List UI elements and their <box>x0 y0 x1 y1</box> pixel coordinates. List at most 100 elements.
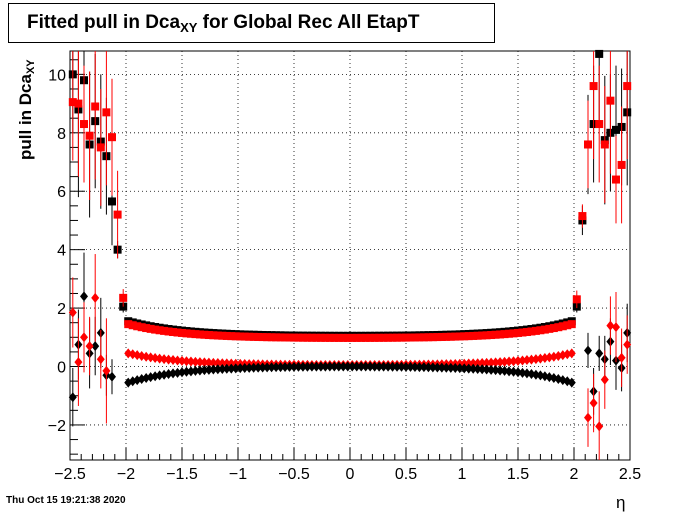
data-point-square <box>509 329 518 338</box>
data-point-square <box>231 332 240 341</box>
data-point-diamond <box>393 361 402 372</box>
x-tick-label: 0 <box>346 466 355 483</box>
data-point-square <box>410 333 419 342</box>
data-point-diamond <box>96 354 105 365</box>
data-point-square <box>424 333 433 342</box>
data-point-square <box>600 140 609 149</box>
data-point-square <box>393 333 402 342</box>
data-point-square <box>191 330 200 339</box>
chart-title: Fitted pull in DcaXY for Global Rec All … <box>27 12 420 35</box>
data-point-diamond <box>584 345 592 356</box>
data-point-square <box>272 333 281 342</box>
data-point-diamond <box>522 355 531 366</box>
data-point-diamond <box>509 366 518 377</box>
data-point-diamond <box>74 357 83 368</box>
data-point-square <box>222 331 231 340</box>
data-point-square <box>195 330 204 339</box>
data-point-square <box>321 333 330 342</box>
data-point-square <box>169 328 178 337</box>
data-point-square <box>91 102 100 111</box>
data-point-diamond <box>195 365 204 376</box>
data-point-diamond <box>589 398 598 409</box>
y-tick-label: 2 <box>57 301 66 318</box>
data-point-square <box>491 330 500 339</box>
data-point-diamond <box>536 353 545 364</box>
data-point-diamond <box>222 358 231 369</box>
data-point-diamond <box>514 367 522 378</box>
data-point-square <box>204 331 213 340</box>
data-point-diamond <box>567 348 576 359</box>
data-point-diamond <box>531 354 540 365</box>
data-point-square <box>182 329 191 338</box>
data-point-square <box>451 332 460 341</box>
data-point-square <box>200 330 209 339</box>
data-point-diamond <box>276 362 285 373</box>
data-point-diamond <box>209 357 218 368</box>
data-point-diamond <box>321 361 330 372</box>
data-point-diamond <box>500 365 509 376</box>
data-point-square <box>554 323 563 332</box>
data-point-diamond <box>200 357 209 368</box>
data-point-diamond <box>500 356 509 367</box>
x-tick-label: 2 <box>570 466 579 483</box>
data-point-diamond <box>496 357 505 368</box>
data-point-diamond <box>330 361 339 372</box>
data-point-diamond <box>160 354 169 365</box>
data-point-diamond <box>334 361 343 372</box>
data-point-square <box>455 332 464 341</box>
data-point-diamond <box>182 356 191 367</box>
data-point-diamond <box>80 291 88 302</box>
data-point-diamond <box>343 361 352 372</box>
data-point-square <box>343 333 352 342</box>
title-rest: for Global Rec All EtapT <box>197 12 420 33</box>
data-point-square <box>522 328 531 337</box>
data-point-diamond <box>258 362 267 373</box>
data-point-diamond <box>249 362 258 373</box>
x-tick-label: −1 <box>229 466 247 483</box>
data-point-square <box>348 333 357 342</box>
data-point-diamond <box>487 364 496 375</box>
data-point-diamond <box>397 361 406 372</box>
data-point-square <box>595 49 604 58</box>
data-point-square <box>505 329 514 338</box>
data-point-diamond <box>227 358 236 369</box>
data-point-square <box>227 332 236 341</box>
data-point-diamond <box>496 365 505 376</box>
data-point-square <box>267 333 276 342</box>
data-point-square <box>285 333 294 342</box>
data-point-square <box>361 333 370 342</box>
data-point-square <box>536 326 545 335</box>
y-tick-label: 6 <box>57 184 66 201</box>
data-point-diamond <box>204 357 213 368</box>
data-point-square <box>303 333 312 342</box>
data-point-square <box>572 295 581 304</box>
x-tick-label: 1 <box>458 466 467 483</box>
data-point-diamond <box>464 358 473 369</box>
data-point-square <box>442 332 451 341</box>
title-main: Fitted pull in Dca <box>27 12 181 33</box>
data-point-diamond <box>186 356 195 367</box>
data-point-square <box>236 332 245 341</box>
data-point-square <box>415 333 424 342</box>
data-point-diamond <box>85 341 94 352</box>
data-point-square <box>330 333 339 342</box>
data-point-diamond <box>595 421 604 432</box>
data-point-diamond <box>68 307 77 318</box>
data-point-diamond <box>151 352 160 363</box>
data-point-square <box>612 125 620 134</box>
data-point-diamond <box>316 361 325 372</box>
data-point-square <box>96 143 105 152</box>
data-point-diamond <box>617 352 626 363</box>
data-point-square <box>124 320 133 329</box>
data-point-square <box>146 324 155 333</box>
data-point-diamond <box>348 361 357 372</box>
y-tick-label: 8 <box>57 126 66 143</box>
data-point-diamond <box>164 354 173 365</box>
data-point-diamond <box>298 361 307 372</box>
data-point-diamond <box>442 362 451 373</box>
data-point-diamond <box>478 358 487 369</box>
data-point-diamond <box>402 361 410 372</box>
data-point-diamond <box>209 364 218 375</box>
data-point-diamond <box>102 365 111 376</box>
data-point-diamond <box>606 320 615 331</box>
